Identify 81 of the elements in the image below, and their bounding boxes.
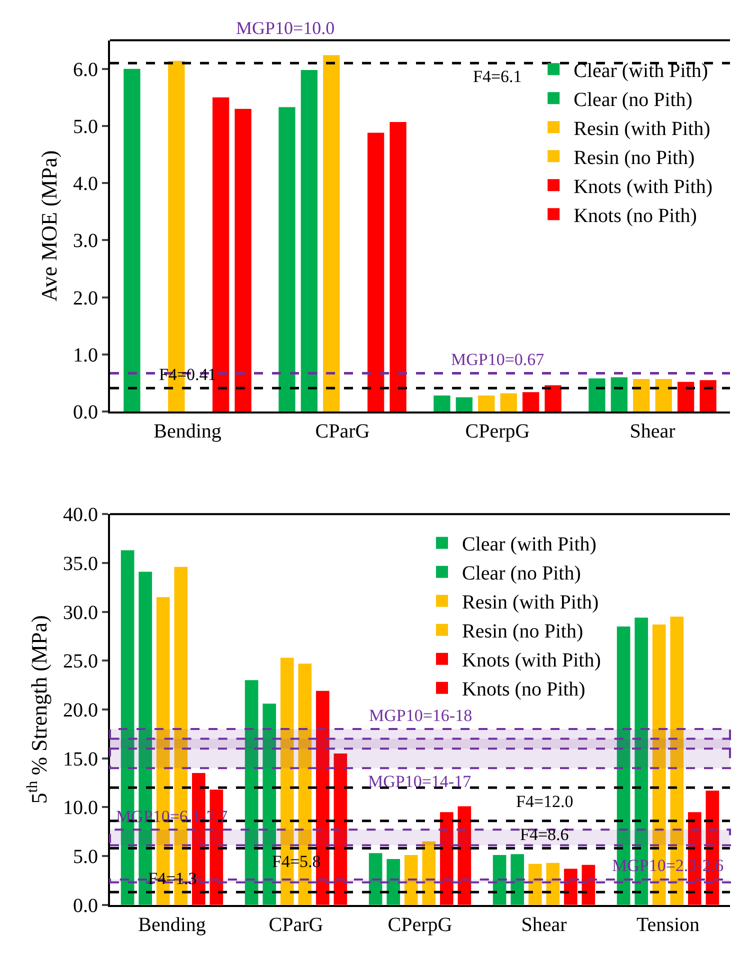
bar [546, 862, 560, 905]
legend-label: Knots (no Pith) [462, 678, 586, 701]
y-tick-label: 10.0 [63, 797, 98, 820]
bar [588, 378, 606, 412]
bar [367, 132, 384, 412]
x-tick-label: Shear [521, 914, 568, 936]
bar [528, 864, 542, 905]
y-tick-label: 0.0 [73, 894, 98, 917]
y-tick-label: 2.0 [73, 287, 98, 310]
band-label: MGP10=16-18 [369, 706, 472, 725]
legend-label: Resin (no Pith) [462, 620, 584, 643]
bar [478, 396, 495, 412]
y-tick-label: 3.0 [73, 230, 98, 252]
bar [500, 393, 517, 412]
bar [440, 812, 454, 905]
y-tick-label: 0.0 [73, 402, 98, 424]
bar [655, 378, 672, 412]
x-tick-label: Tension [636, 914, 700, 936]
bar [564, 868, 578, 905]
legend-label: Clear (with Pith) [574, 60, 708, 82]
bar [334, 753, 348, 905]
bar [582, 864, 596, 905]
bar [544, 385, 562, 412]
legend-label: Resin (with Pith) [462, 592, 599, 614]
x-tick-label: CPerpG [465, 420, 530, 443]
legend-label: Knots (with Pith) [462, 650, 601, 672]
bar [422, 841, 436, 905]
ref-line-label: MGP10=0.67 [451, 350, 545, 369]
y-tick-label: 30.0 [63, 602, 98, 624]
y-tick-label: 5.0 [73, 846, 98, 868]
bar [323, 55, 340, 412]
band-label: MGP10=2.3-2.6 [612, 856, 724, 875]
x-tick-label: CPerpG [388, 914, 452, 936]
bar [610, 377, 628, 412]
y-tick-label: 35.0 [63, 552, 98, 575]
y-tick-label: 20.0 [63, 699, 98, 722]
y-tick-label: 40.0 [63, 504, 98, 526]
legend-label: Resin (no Pith) [574, 146, 695, 169]
band-label: MGP10=6.1-7.7 [116, 807, 228, 826]
y-tick-label: 5.0 [73, 116, 98, 138]
ref-line-label: F4=12.0 [516, 792, 574, 811]
legend-label: Knots (no Pith) [574, 204, 697, 227]
ref-line-label: F4=8.6 [520, 825, 569, 844]
y-tick-label: 6.0 [73, 58, 98, 81]
text: MGP10=10.0 [236, 18, 335, 38]
bar [244, 680, 258, 905]
y-tick-label: 1.0 [73, 344, 98, 366]
bar [677, 382, 694, 412]
bar [700, 380, 716, 412]
legend-label: Clear (no Pith) [574, 88, 692, 111]
bar [510, 854, 524, 905]
bar [368, 853, 382, 905]
y-axis-title: Ave MOE (MPa) [36, 150, 62, 302]
bar [458, 806, 472, 905]
bar [124, 68, 140, 412]
bar [300, 70, 318, 412]
legend-label: Clear (no Pith) [462, 562, 581, 585]
x-tick-label: Shear [630, 420, 676, 443]
x-tick-label: CParG [268, 914, 324, 936]
x-tick-label: CParG [315, 420, 370, 443]
bar [386, 858, 400, 905]
bar [278, 107, 296, 412]
x-tick-label: Bending [154, 420, 222, 443]
legend-label: Knots (with Pith) [574, 176, 713, 198]
bar [434, 396, 450, 412]
legend-label: Resin (with Pith) [574, 118, 710, 140]
bar [234, 108, 252, 412]
ref-line-label: F4=1.3 [148, 869, 197, 888]
y-tick-label: 25.0 [63, 650, 98, 673]
y-tick-label: 15.0 [63, 748, 98, 770]
bar [390, 122, 406, 412]
x-tick-label: Bending [138, 914, 206, 936]
bar [456, 397, 473, 412]
ref-line-label: F4=6.1 [473, 67, 522, 86]
bar [404, 855, 418, 905]
bar [522, 392, 540, 412]
band-label: MGP10=14-17 [368, 772, 472, 791]
bar [633, 378, 650, 412]
y-tick-label: 4.0 [73, 173, 98, 196]
bar [492, 855, 506, 905]
legend-label: Clear (with Pith) [462, 534, 596, 556]
